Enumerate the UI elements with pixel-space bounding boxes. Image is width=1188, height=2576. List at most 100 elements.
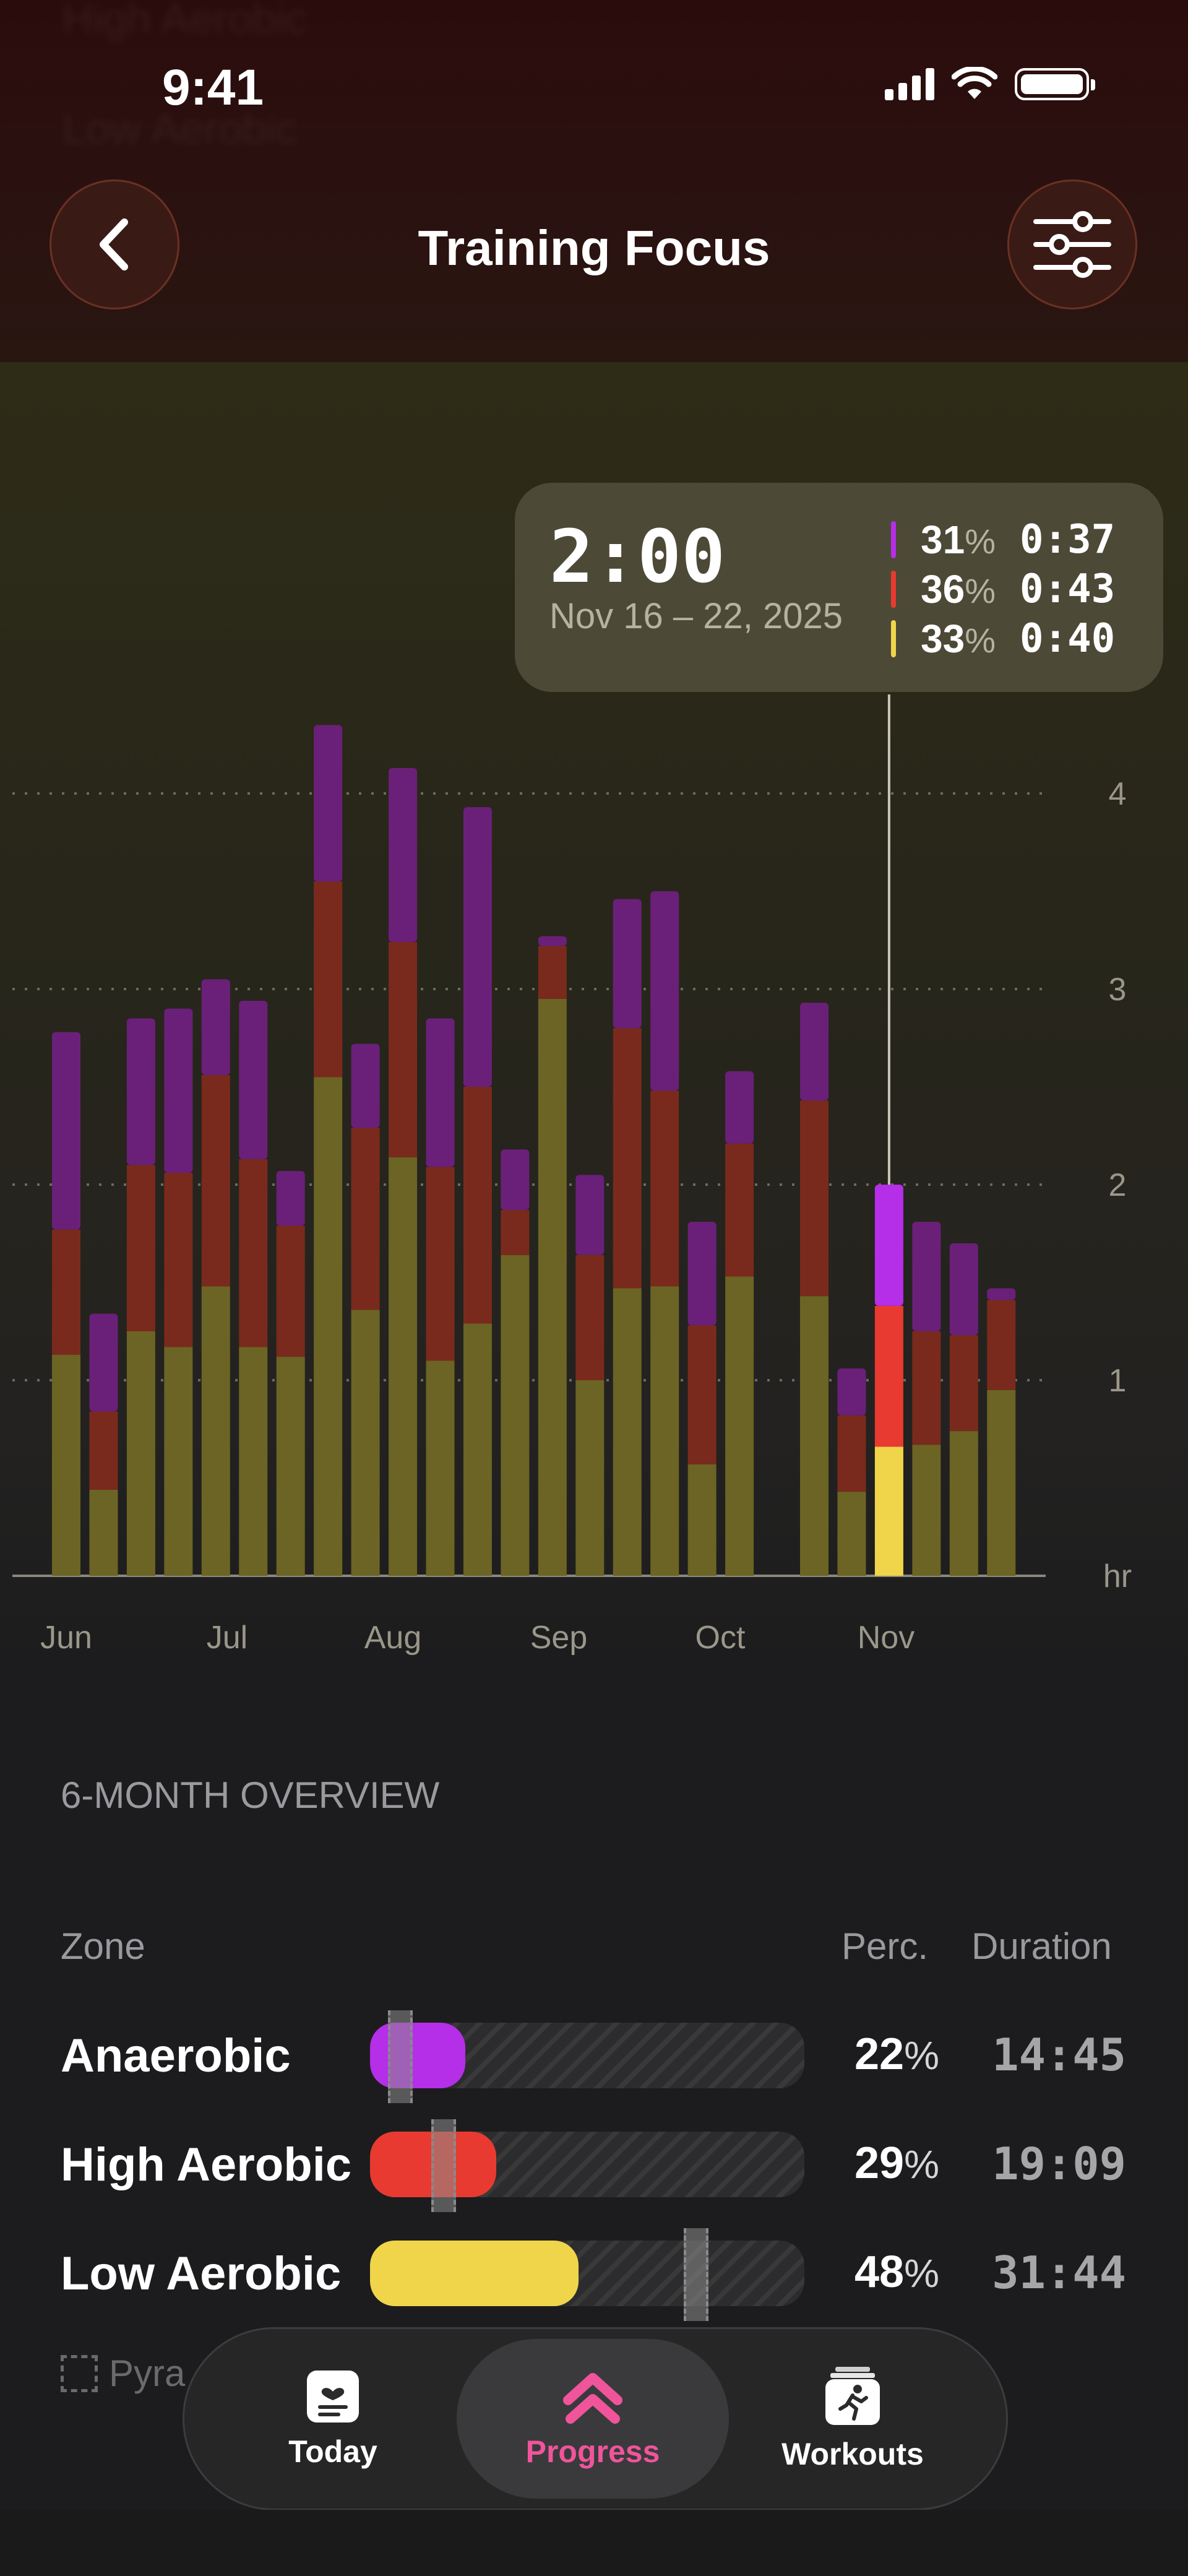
zone-color-swatch (891, 620, 896, 657)
zone-name: High Aerobic (61, 2138, 352, 2191)
x-tick-label: Jul (207, 1620, 248, 1656)
bar-segment-high-aerobic (575, 1255, 605, 1380)
dashed-box-icon (61, 2354, 98, 2392)
pyramid-target-marker (431, 2119, 457, 2212)
bar-segment-anaerobic (389, 767, 418, 943)
bar-segment-anaerobic (874, 1185, 903, 1306)
bar-segment-anaerobic (837, 1368, 866, 1416)
bar-segment-high-aerobic (912, 1331, 941, 1445)
tooltip-duration: 0:37 (1020, 517, 1116, 563)
page-title: Training Focus (418, 220, 770, 275)
bar-segment-high-aerobic (426, 1167, 455, 1361)
bar-segment-high-aerobic (126, 1165, 155, 1331)
zone-name: Low Aerobic (61, 2247, 342, 2300)
y-tick-label: 3 (1109, 972, 1127, 1008)
section-title: 6-MONTH OVERVIEW (61, 1774, 440, 1816)
bar-segment-low-aerobic (52, 1354, 80, 1576)
bar-segment-high-aerobic (164, 1173, 193, 1347)
ghost-text: Low Aerobic (62, 105, 298, 153)
bar-segment-low-aerobic (987, 1390, 1016, 1576)
bar-segment-low-aerobic (949, 1431, 978, 1576)
y-tick-label: 1 (1109, 1363, 1127, 1399)
zone-bar-fill (370, 2023, 466, 2088)
bar-segment-anaerobic (164, 1008, 193, 1173)
column-header-zone: Zone (61, 1926, 145, 1967)
tooltip-percent: 33% (921, 616, 996, 661)
bar-segment-high-aerobic (949, 1335, 978, 1432)
bar-segment-high-aerobic (650, 1091, 679, 1287)
bar-segment-low-aerobic (164, 1347, 193, 1576)
pyramid-target-marker (683, 2228, 708, 2321)
sliders-icon (1033, 211, 1111, 278)
tooltip-row: 36% 0:43 (891, 564, 1115, 614)
bar-segment-anaerobic (800, 1003, 829, 1101)
battery-icon (1015, 68, 1095, 100)
bar-segment-low-aerobic (725, 1276, 754, 1576)
tooltip-date-range: Nov 16 – 22, 2025 (549, 596, 843, 636)
tab-bar: Today Progress Workouts (183, 2327, 1008, 2510)
zone-duration: 14:45 (992, 2029, 1126, 2081)
bar-segment-low-aerobic (463, 1323, 492, 1576)
bar-segment-low-aerobic (239, 1347, 268, 1576)
zone-percent: 48% (854, 2247, 939, 2297)
bar-segment-high-aerobic (276, 1225, 305, 1357)
bar-segment-high-aerobic (687, 1325, 717, 1464)
bar-segment-anaerobic (538, 936, 567, 946)
x-tick-label: Nov (858, 1620, 915, 1656)
bar-segment-anaerobic (725, 1071, 754, 1144)
bar-segment-low-aerobic (126, 1331, 155, 1576)
zone-bar-track (370, 2241, 804, 2306)
header: High Aerobic Low Aerobic 9:41 Training F… (0, 0, 1188, 362)
bar-segment-anaerobic (52, 1032, 80, 1230)
status-icons (885, 67, 1095, 102)
zone-color-swatch (891, 571, 896, 608)
pyramid-target-marker (388, 2010, 413, 2103)
zone-row-anaerobic[interactable]: Anaerobic 22% 14:45 (0, 2010, 1188, 2103)
bar-segment-anaerobic (276, 1170, 305, 1226)
bar-segment-anaerobic (89, 1313, 118, 1412)
bar-segment-anaerobic (201, 979, 230, 1076)
zone-color-swatch (891, 521, 896, 558)
running-figure-icon (825, 2367, 880, 2425)
tab-workouts[interactable]: Workouts (717, 2339, 989, 2499)
tab-progress[interactable]: Progress (457, 2339, 729, 2499)
ghost-text: High Aerobic (62, 0, 308, 43)
chevron-left-icon (100, 218, 128, 270)
bar-segment-high-aerobic (201, 1075, 230, 1287)
tooltip-row: 33% 0:40 (891, 614, 1115, 663)
bar-segment-anaerobic (575, 1175, 605, 1255)
y-tick-label: 4 (1109, 776, 1127, 812)
x-tick-label: Jun (40, 1620, 92, 1656)
bar-segment-anaerobic (463, 807, 492, 1087)
stacked-bar-chart[interactable]: 4 3 2 1 hr Jun Jul Aug Sep Oct Nov (0, 362, 1188, 1711)
bar-segment-low-aerobic (800, 1296, 829, 1576)
zone-row-high-aerobic[interactable]: High Aerobic 29% 19:09 (0, 2119, 1188, 2212)
x-tick-label: Sep (530, 1620, 588, 1656)
bar-segment-high-aerobic (351, 1128, 380, 1310)
bar-segment-high-aerobic (89, 1411, 118, 1490)
zone-name: Anaerobic (61, 2029, 291, 2082)
zone-bar-track (370, 2023, 804, 2088)
tab-today[interactable]: Today (197, 2339, 469, 2499)
tab-label: Progress (525, 2434, 660, 2469)
y-tick-label: hr (1103, 1558, 1132, 1594)
bar-segment-high-aerobic (613, 1028, 642, 1289)
column-header-duration: Duration (971, 1926, 1112, 1967)
bar-segment-high-aerobic (314, 881, 343, 1078)
bar-segment-anaerobic (987, 1288, 1016, 1300)
column-header-percent: Perc. (842, 1926, 929, 1967)
bar-segment-low-aerobic (89, 1489, 118, 1576)
zone-row-low-aerobic[interactable]: Low Aerobic 48% 31:44 (0, 2228, 1188, 2321)
back-button[interactable] (50, 179, 179, 309)
bar-segment-low-aerobic (613, 1288, 642, 1576)
bar-segment-low-aerobic (912, 1445, 941, 1576)
zone-percent: 29% (854, 2138, 939, 2188)
home-indicator-area (0, 2510, 1188, 2576)
signal-icon (885, 68, 934, 100)
bar-segment-low-aerobic (874, 1446, 903, 1576)
legend-label: Pyra (109, 2353, 186, 2394)
x-tick-label: Aug (364, 1620, 422, 1656)
tooltip-percent: 36% (921, 567, 996, 612)
filter-button[interactable] (1007, 179, 1137, 309)
bar-segment-high-aerobic (239, 1159, 268, 1347)
